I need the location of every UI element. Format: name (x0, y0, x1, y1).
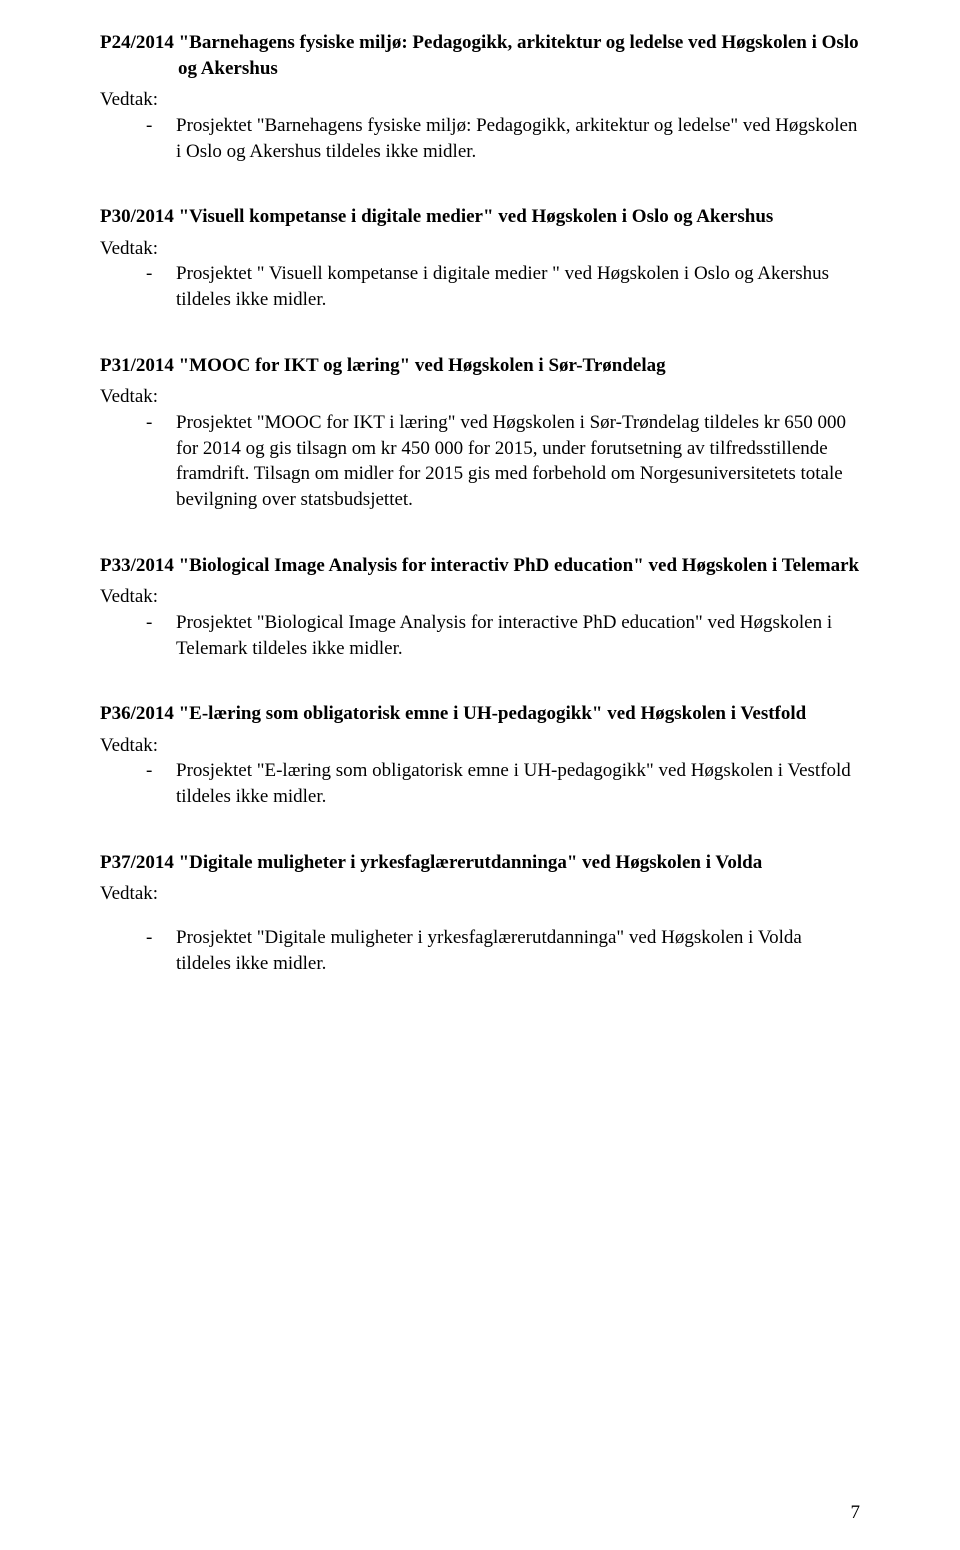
page-number: 7 (851, 1502, 861, 1524)
dash-icon: - (146, 610, 176, 636)
section-heading: P24/2014 "Barnehagens fysiske miljø: Ped… (100, 30, 860, 81)
vedtak-label: Vedtak: (100, 733, 860, 759)
document-page: P24/2014 "Barnehagens fysiske miljø: Ped… (0, 0, 960, 1550)
bullet-text: Prosjektet " Visuell kompetanse i digita… (176, 263, 829, 310)
section-heading: P36/2014 "E-læring som obligatorisk emne… (100, 701, 860, 727)
bullet-text: Prosjektet "Barnehagens fysiske miljø: P… (176, 115, 857, 162)
list-item: -Prosjektet " Visuell kompetanse i digit… (146, 261, 860, 312)
bullet-list: -Prosjektet "Barnehagens fysiske miljø: … (100, 113, 860, 164)
bullet-text: Prosjektet "E-læring som obligatorisk em… (176, 760, 851, 807)
section-p31: P31/2014 "MOOC for IKT og læring" ved Hø… (100, 353, 860, 513)
section-p30: P30/2014 "Visuell kompetanse i digitale … (100, 204, 860, 313)
section-p33: P33/2014 "Biological Image Analysis for … (100, 553, 860, 662)
section-p36: P36/2014 "E-læring som obligatorisk emne… (100, 701, 860, 810)
section-heading: P31/2014 "MOOC for IKT og læring" ved Hø… (100, 353, 860, 379)
list-item: -Prosjektet "Barnehagens fysiske miljø: … (146, 113, 860, 164)
vedtak-label: Vedtak: (100, 584, 860, 610)
section-heading: P30/2014 "Visuell kompetanse i digitale … (100, 204, 860, 230)
list-item: -Prosjektet "MOOC for IKT i læring" ved … (146, 410, 860, 513)
bullet-text: Prosjektet "Biological Image Analysis fo… (176, 612, 832, 659)
vedtak-label: Vedtak: (100, 881, 860, 907)
dash-icon: - (146, 410, 176, 436)
vedtak-label: Vedtak: (100, 384, 860, 410)
section-heading: P37/2014 "Digitale muligheter i yrkesfag… (100, 850, 860, 876)
bullet-list: -Prosjektet " Visuell kompetanse i digit… (100, 261, 860, 312)
vedtak-label: Vedtak: (100, 87, 860, 113)
list-item: -Prosjektet "E-læring som obligatorisk e… (146, 758, 860, 809)
bullet-list: -Prosjektet "E-læring som obligatorisk e… (100, 758, 860, 809)
dash-icon: - (146, 925, 176, 951)
dash-icon: - (146, 261, 176, 287)
section-p24: P24/2014 "Barnehagens fysiske miljø: Ped… (100, 30, 860, 164)
bullet-list: -Prosjektet "Digitale muligheter i yrkes… (100, 925, 860, 976)
dash-icon: - (146, 758, 176, 784)
section-p37: P37/2014 "Digitale muligheter i yrkesfag… (100, 850, 860, 977)
list-item: -Prosjektet "Biological Image Analysis f… (146, 610, 860, 661)
bullet-text: Prosjektet "Digitale muligheter i yrkesf… (176, 927, 802, 974)
bullet-list: -Prosjektet "MOOC for IKT i læring" ved … (100, 410, 860, 513)
bullet-text: Prosjektet "MOOC for IKT i læring" ved H… (176, 412, 846, 510)
section-heading: P33/2014 "Biological Image Analysis for … (100, 553, 860, 579)
dash-icon: - (146, 113, 176, 139)
bullet-list: -Prosjektet "Biological Image Analysis f… (100, 610, 860, 661)
list-item: -Prosjektet "Digitale muligheter i yrkes… (146, 925, 860, 976)
vedtak-label: Vedtak: (100, 236, 860, 262)
